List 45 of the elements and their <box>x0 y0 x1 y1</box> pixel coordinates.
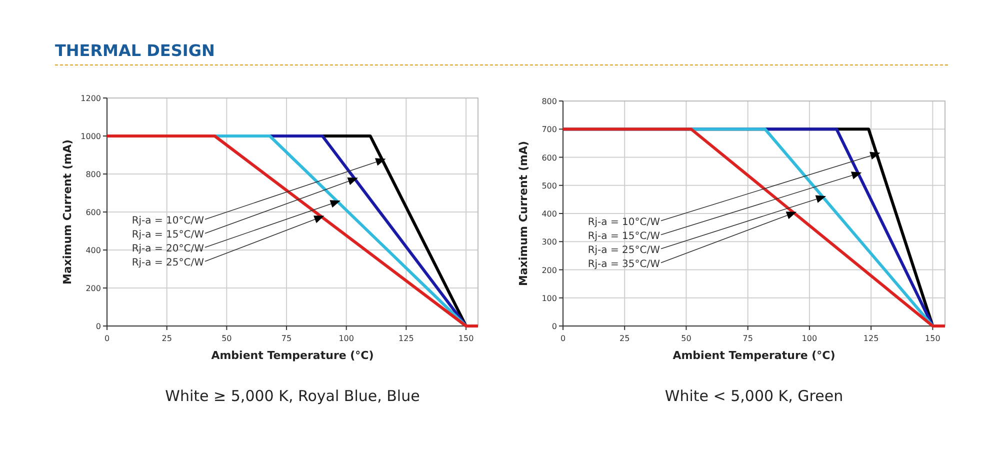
y-tick-label: 1000 <box>80 132 101 141</box>
x-tick-label: 25 <box>620 334 630 343</box>
annotation: Rj-a = 15°C/W <box>588 230 660 242</box>
y-tick-label: 800 <box>542 97 557 106</box>
x-tick-label: 50 <box>681 334 692 343</box>
x-tick-label: 150 <box>458 334 474 343</box>
y-tick-label: 200 <box>542 266 557 275</box>
x-tick-label: 150 <box>925 334 940 343</box>
y-tick-label: 400 <box>86 246 101 255</box>
x-tick-label: 125 <box>398 334 414 343</box>
text: White ≥ 5,000 K, Royal Blue, Blue <box>165 387 420 405</box>
y-tick-label: 1200 <box>80 94 101 103</box>
annotation: Rj-a = 10°C/W <box>588 216 660 228</box>
x-axis-title: Ambient Temperature (°C) <box>211 349 374 362</box>
y-tick-label: 300 <box>542 238 557 247</box>
y-tick-label: 200 <box>86 284 101 293</box>
annotation: Rj-a = 10°C/W <box>132 215 204 226</box>
annotation: Rj-a = 20°C/W <box>132 243 204 254</box>
y-tick-label: 600 <box>542 153 557 162</box>
x-tick-label: 125 <box>863 334 879 343</box>
y-tick-label: 0 <box>96 322 101 331</box>
x-axis-title: Ambient Temperature (°C) <box>672 349 836 362</box>
x-tick-label: 75 <box>742 334 753 343</box>
y-tick-label: 700 <box>542 125 557 134</box>
annotation: Rj-a = 15°C/W <box>132 229 204 240</box>
x-tick-label: 100 <box>802 334 818 343</box>
y-tick-label: 800 <box>86 170 101 179</box>
y-axis-title: Maximum Current (mA) <box>61 140 74 284</box>
annotation: Rj-a = 35°C/W <box>588 258 660 270</box>
y-tick-label: 600 <box>86 208 101 217</box>
x-tick-label: 0 <box>560 334 566 343</box>
y-tick-label: 0 <box>552 322 557 331</box>
y-axis-title: Maximum Current (mA) <box>517 141 530 286</box>
annotation: Rj-a = 25°C/W <box>588 244 660 256</box>
y-tick-label: 500 <box>542 181 557 190</box>
x-tick-label: 50 <box>222 334 232 343</box>
x-tick-label: 75 <box>281 334 292 343</box>
x-tick-label: 100 <box>338 334 354 343</box>
text: White < 5,000 K, Green <box>664 387 844 405</box>
y-tick-label: 100 <box>542 294 557 303</box>
y-tick-label: 400 <box>542 210 557 218</box>
chart-title: THERMAL DESIGN <box>55 41 215 60</box>
x-tick-label: 0 <box>104 334 110 343</box>
x-tick-label: 25 <box>162 334 172 343</box>
annotation: Rj-a = 25°C/W <box>132 257 204 268</box>
